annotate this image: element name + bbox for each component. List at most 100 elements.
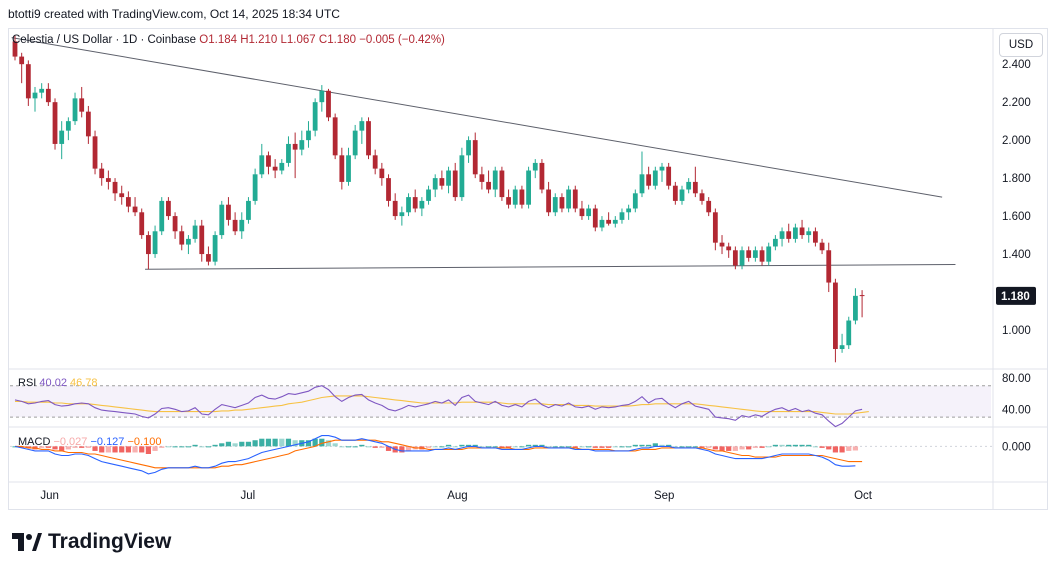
- macd-histogram-bar: [199, 446, 205, 448]
- candle-body: [99, 168, 105, 179]
- macd-histogram-bar: [532, 444, 538, 447]
- price-axis-tick-label: 1.800: [1002, 173, 1031, 185]
- macd-histogram-bar: [85, 446, 91, 448]
- candle-body: [799, 227, 805, 236]
- candle-body: [105, 178, 111, 182]
- candle-body: [366, 121, 371, 156]
- macd-histogram-bar: [45, 446, 51, 448]
- candle-body: [506, 197, 511, 205]
- time-axis-tick-label: Jun: [40, 490, 59, 502]
- candle-body: [339, 155, 345, 182]
- macd-histogram-bar: [205, 446, 212, 448]
- candle-body: [426, 189, 431, 201]
- candle-body: [739, 250, 745, 266]
- macd-histogram-bar: [439, 446, 445, 448]
- macd-histogram-bar: [832, 446, 839, 453]
- macd-histogram-bar: [599, 446, 605, 448]
- macd-histogram-bar: [852, 446, 859, 451]
- price-axis-tick-label: 2.400: [1002, 59, 1031, 71]
- macd-histogram-bar: [459, 444, 465, 447]
- symbol-title[interactable]: Celestia / US Dollar · 1D · Coinbase: [12, 34, 197, 46]
- macd-histogram-bar: [232, 443, 238, 447]
- macd-histogram-bar: [145, 446, 151, 454]
- candle-body: [686, 181, 692, 190]
- price-axis-tick-label: 1.000: [1002, 325, 1031, 337]
- rsi-legend[interactable]: RSI 40.02 46.78: [18, 377, 98, 389]
- candle-body: [272, 166, 278, 171]
- macd-histogram-bar: [752, 446, 758, 448]
- candle-body: [372, 155, 378, 169]
- macd-histogram-bar: [239, 441, 245, 447]
- macd-histogram-bar: [826, 446, 832, 450]
- macd-histogram-bar: [279, 438, 285, 447]
- macd-histogram-bar: [706, 446, 712, 448]
- candle-body: [239, 219, 245, 232]
- macd-histogram-bar: [732, 446, 738, 451]
- candle-body: [752, 250, 758, 258]
- candle-body: [706, 200, 712, 213]
- candle-body: [219, 204, 225, 236]
- macd-histogram-bar: [72, 446, 78, 448]
- macd-histogram-bar: [472, 444, 478, 447]
- macd-histogram-bar: [666, 444, 672, 447]
- macd-histogram-bar: [379, 446, 385, 448]
- candle-body: [839, 345, 845, 350]
- time-axis-tick-label: Jul: [240, 490, 255, 502]
- macd-histogram-bar: [225, 441, 232, 447]
- candle-body: [486, 181, 491, 190]
- macd-histogram-bar: [612, 446, 618, 448]
- macd-histogram-bar: [746, 446, 752, 450]
- legend-close: C1.180: [318, 34, 356, 46]
- candle-body: [672, 185, 678, 201]
- candle-body: [579, 208, 585, 217]
- macd-histogram-bar: [552, 446, 558, 448]
- candle-body: [833, 282, 838, 350]
- macd-histogram-bar: [819, 446, 825, 448]
- candle-body: [439, 178, 445, 186]
- candle-body: [52, 102, 58, 144]
- macd-histogram-bar: [586, 446, 592, 448]
- candle-body: [432, 178, 438, 190]
- tradingview-logo[interactable]: TradingView: [12, 530, 171, 554]
- symbol-legend[interactable]: Celestia / US Dollar · 1D · Coinbase O1.…: [12, 34, 445, 46]
- macd-histogram-bar: [385, 446, 392, 451]
- candle-body: [759, 250, 765, 262]
- macd-histogram-bar: [125, 446, 131, 453]
- macd-histogram-bar: [119, 446, 125, 453]
- candle-body: [526, 170, 531, 205]
- rsi-line: [14, 385, 863, 428]
- macd-value: −0.127: [90, 436, 125, 448]
- candle-body: [612, 219, 618, 224]
- macd-label: MACD: [18, 436, 51, 448]
- candle-body: [252, 174, 258, 201]
- candle-body: [766, 246, 772, 262]
- candle-body: [806, 231, 812, 236]
- macd-histogram-bar: [712, 446, 718, 450]
- candle-body: [32, 92, 38, 99]
- candle-body: [279, 162, 285, 171]
- macd-histogram-bar: [312, 438, 318, 447]
- macd-histogram-bar: [505, 446, 512, 448]
- macd-histogram-bar: [512, 446, 518, 448]
- currency-button[interactable]: USD: [999, 33, 1043, 57]
- candle-body: [559, 197, 565, 209]
- candle-body: [719, 242, 725, 247]
- macd-histogram-bar: [265, 438, 272, 447]
- candle-body: [72, 98, 78, 122]
- macd-histogram-bar: [846, 446, 852, 451]
- macd-histogram-bar: [539, 444, 545, 447]
- candle-body: [12, 41, 18, 57]
- candle-body: [626, 208, 632, 213]
- macd-histogram-bar: [319, 438, 325, 447]
- macd-histogram-bar: [425, 446, 432, 448]
- macd-histogram-bar: [159, 446, 165, 448]
- macd-histogram-bar: [305, 440, 312, 447]
- macd-histogram-bar: [572, 446, 578, 448]
- macd-histogram-bar: [252, 440, 258, 447]
- macd-histogram-bar: [646, 444, 652, 447]
- macd-legend[interactable]: MACD −0.027 −0.127 −0.100: [18, 436, 161, 448]
- macd-histogram-bar: [626, 446, 632, 448]
- chart-frame: [8, 28, 1048, 510]
- macd-histogram-bar: [632, 444, 638, 447]
